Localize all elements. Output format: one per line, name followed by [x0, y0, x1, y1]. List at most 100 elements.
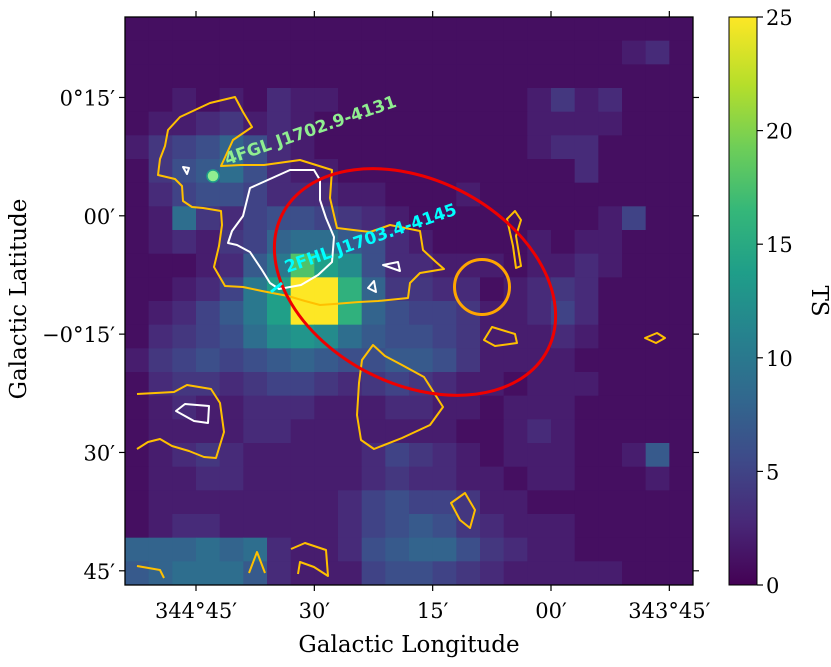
heatmap-pixel [622, 443, 647, 468]
heatmap-pixel [148, 466, 173, 491]
heatmap-pixel [645, 135, 670, 160]
heatmap-pixel [267, 230, 292, 255]
heatmap-pixel [361, 537, 386, 562]
heatmap-pixel [527, 301, 552, 326]
heatmap-pixel [551, 17, 576, 42]
heatmap-pixel [125, 88, 150, 113]
colorbar: 0 5 10 15 20 25 TS [728, 6, 831, 598]
heatmap-pixel [527, 561, 552, 585]
heatmap-pixel [527, 372, 552, 397]
heatmap-pixel [314, 466, 339, 491]
heatmap-pixel [409, 88, 434, 113]
heatmap-pixel [622, 348, 647, 373]
contour-overlays [136, 96, 666, 579]
heatmap-pixel [456, 17, 481, 42]
heatmap-pixel [622, 301, 647, 326]
heatmap-pixel [148, 64, 173, 89]
heatmap-pixel [480, 419, 505, 444]
heatmap-pixel [503, 301, 528, 326]
heatmap-pixel [669, 159, 693, 184]
heatmap-pixel [385, 301, 410, 326]
heatmap-pixel [125, 419, 150, 444]
heatmap-pixel [645, 230, 670, 255]
heatmap-pixel [243, 159, 268, 184]
heatmap-pixel [551, 372, 576, 397]
heatmap-pixel [432, 17, 457, 42]
heatmap-pixel [456, 537, 481, 562]
y-tick-label: 00′ [84, 205, 116, 229]
heatmap-pixel [574, 443, 599, 468]
heatmap-pixel [125, 348, 150, 373]
heatmap-pixel [290, 443, 315, 468]
heatmap-pixel [669, 324, 693, 349]
heatmap-pixel [196, 348, 221, 373]
heatmap-pixel [551, 490, 576, 515]
heatmap-pixel [196, 40, 221, 65]
heatmap-pixel [243, 135, 268, 160]
heatmap-pixel [456, 372, 481, 397]
heatmap-pixel [125, 324, 150, 349]
inner-contour-small-4 [182, 166, 190, 175]
inner-contour-small-2 [367, 280, 377, 293]
heatmap-pixel [219, 490, 244, 515]
heatmap-pixel [645, 443, 670, 468]
heatmap-pixel [432, 561, 457, 585]
heatmap-pixel [385, 253, 410, 278]
heatmap-pixel [385, 490, 410, 515]
heatmap-pixel [125, 561, 150, 585]
y-tick-label: −0°15′ [42, 323, 115, 347]
heatmap-pixel [385, 17, 410, 42]
heatmap-pixel [527, 182, 552, 207]
heatmap-pixel [125, 206, 150, 231]
heatmap-pixel [456, 490, 481, 515]
heatmap-pixel [503, 561, 528, 585]
heatmap-pixel [598, 182, 623, 207]
heatmap-pixel [148, 88, 173, 113]
heatmap-pixel [456, 206, 481, 231]
heatmap-pixel [645, 301, 670, 326]
heatmap-pixel [338, 443, 363, 468]
heatmap-pixel [622, 111, 647, 136]
heatmap-pixel [645, 111, 670, 136]
heatmap-pixel [432, 301, 457, 326]
heatmap-pixel [338, 64, 363, 89]
heatmap-pixel [503, 395, 528, 420]
heatmap-pixel [219, 348, 244, 373]
heatmap-pixel [243, 64, 268, 89]
heatmap-pixel [574, 17, 599, 42]
heatmap-pixel [243, 206, 268, 231]
heatmap-pixel [669, 443, 693, 468]
heatmap-pixel [290, 88, 315, 113]
heatmap-pixel [125, 466, 150, 491]
heatmap-pixel [645, 17, 670, 42]
heatmap-pixel [527, 324, 552, 349]
heatmap-pixel [290, 230, 315, 255]
heatmap-pixel [527, 490, 552, 515]
heatmap-pixel [219, 372, 244, 397]
heatmap-pixel [574, 514, 599, 539]
source-error-ellipse [272, 167, 558, 397]
heatmap-pixel [361, 443, 386, 468]
source-marker-4fgl [206, 169, 220, 183]
heatmap-pixel [243, 514, 268, 539]
heatmap-pixel [267, 182, 292, 207]
heatmap-pixel [267, 561, 292, 585]
heatmap-pixel [456, 253, 481, 278]
heatmap-pixel [480, 135, 505, 160]
heatmap-pixel [669, 64, 693, 89]
heatmap-pixel [598, 561, 623, 585]
heatmap-pixel [125, 159, 150, 184]
heatmap-pixel [503, 182, 528, 207]
heatmap-pixel [338, 537, 363, 562]
colorbar-tick-label: 10 [766, 347, 793, 371]
heatmap-pixel [314, 514, 339, 539]
heatmap-pixel [622, 324, 647, 349]
heatmap-pixel [574, 159, 599, 184]
heatmap-pixel [361, 490, 386, 515]
contour-small-3 [450, 492, 476, 529]
heatmap-pixel [172, 64, 197, 89]
heatmap-pixel [290, 561, 315, 585]
heatmap-pixel [267, 490, 292, 515]
heatmap-pixel [361, 40, 386, 65]
heatmap-pixel [219, 324, 244, 349]
